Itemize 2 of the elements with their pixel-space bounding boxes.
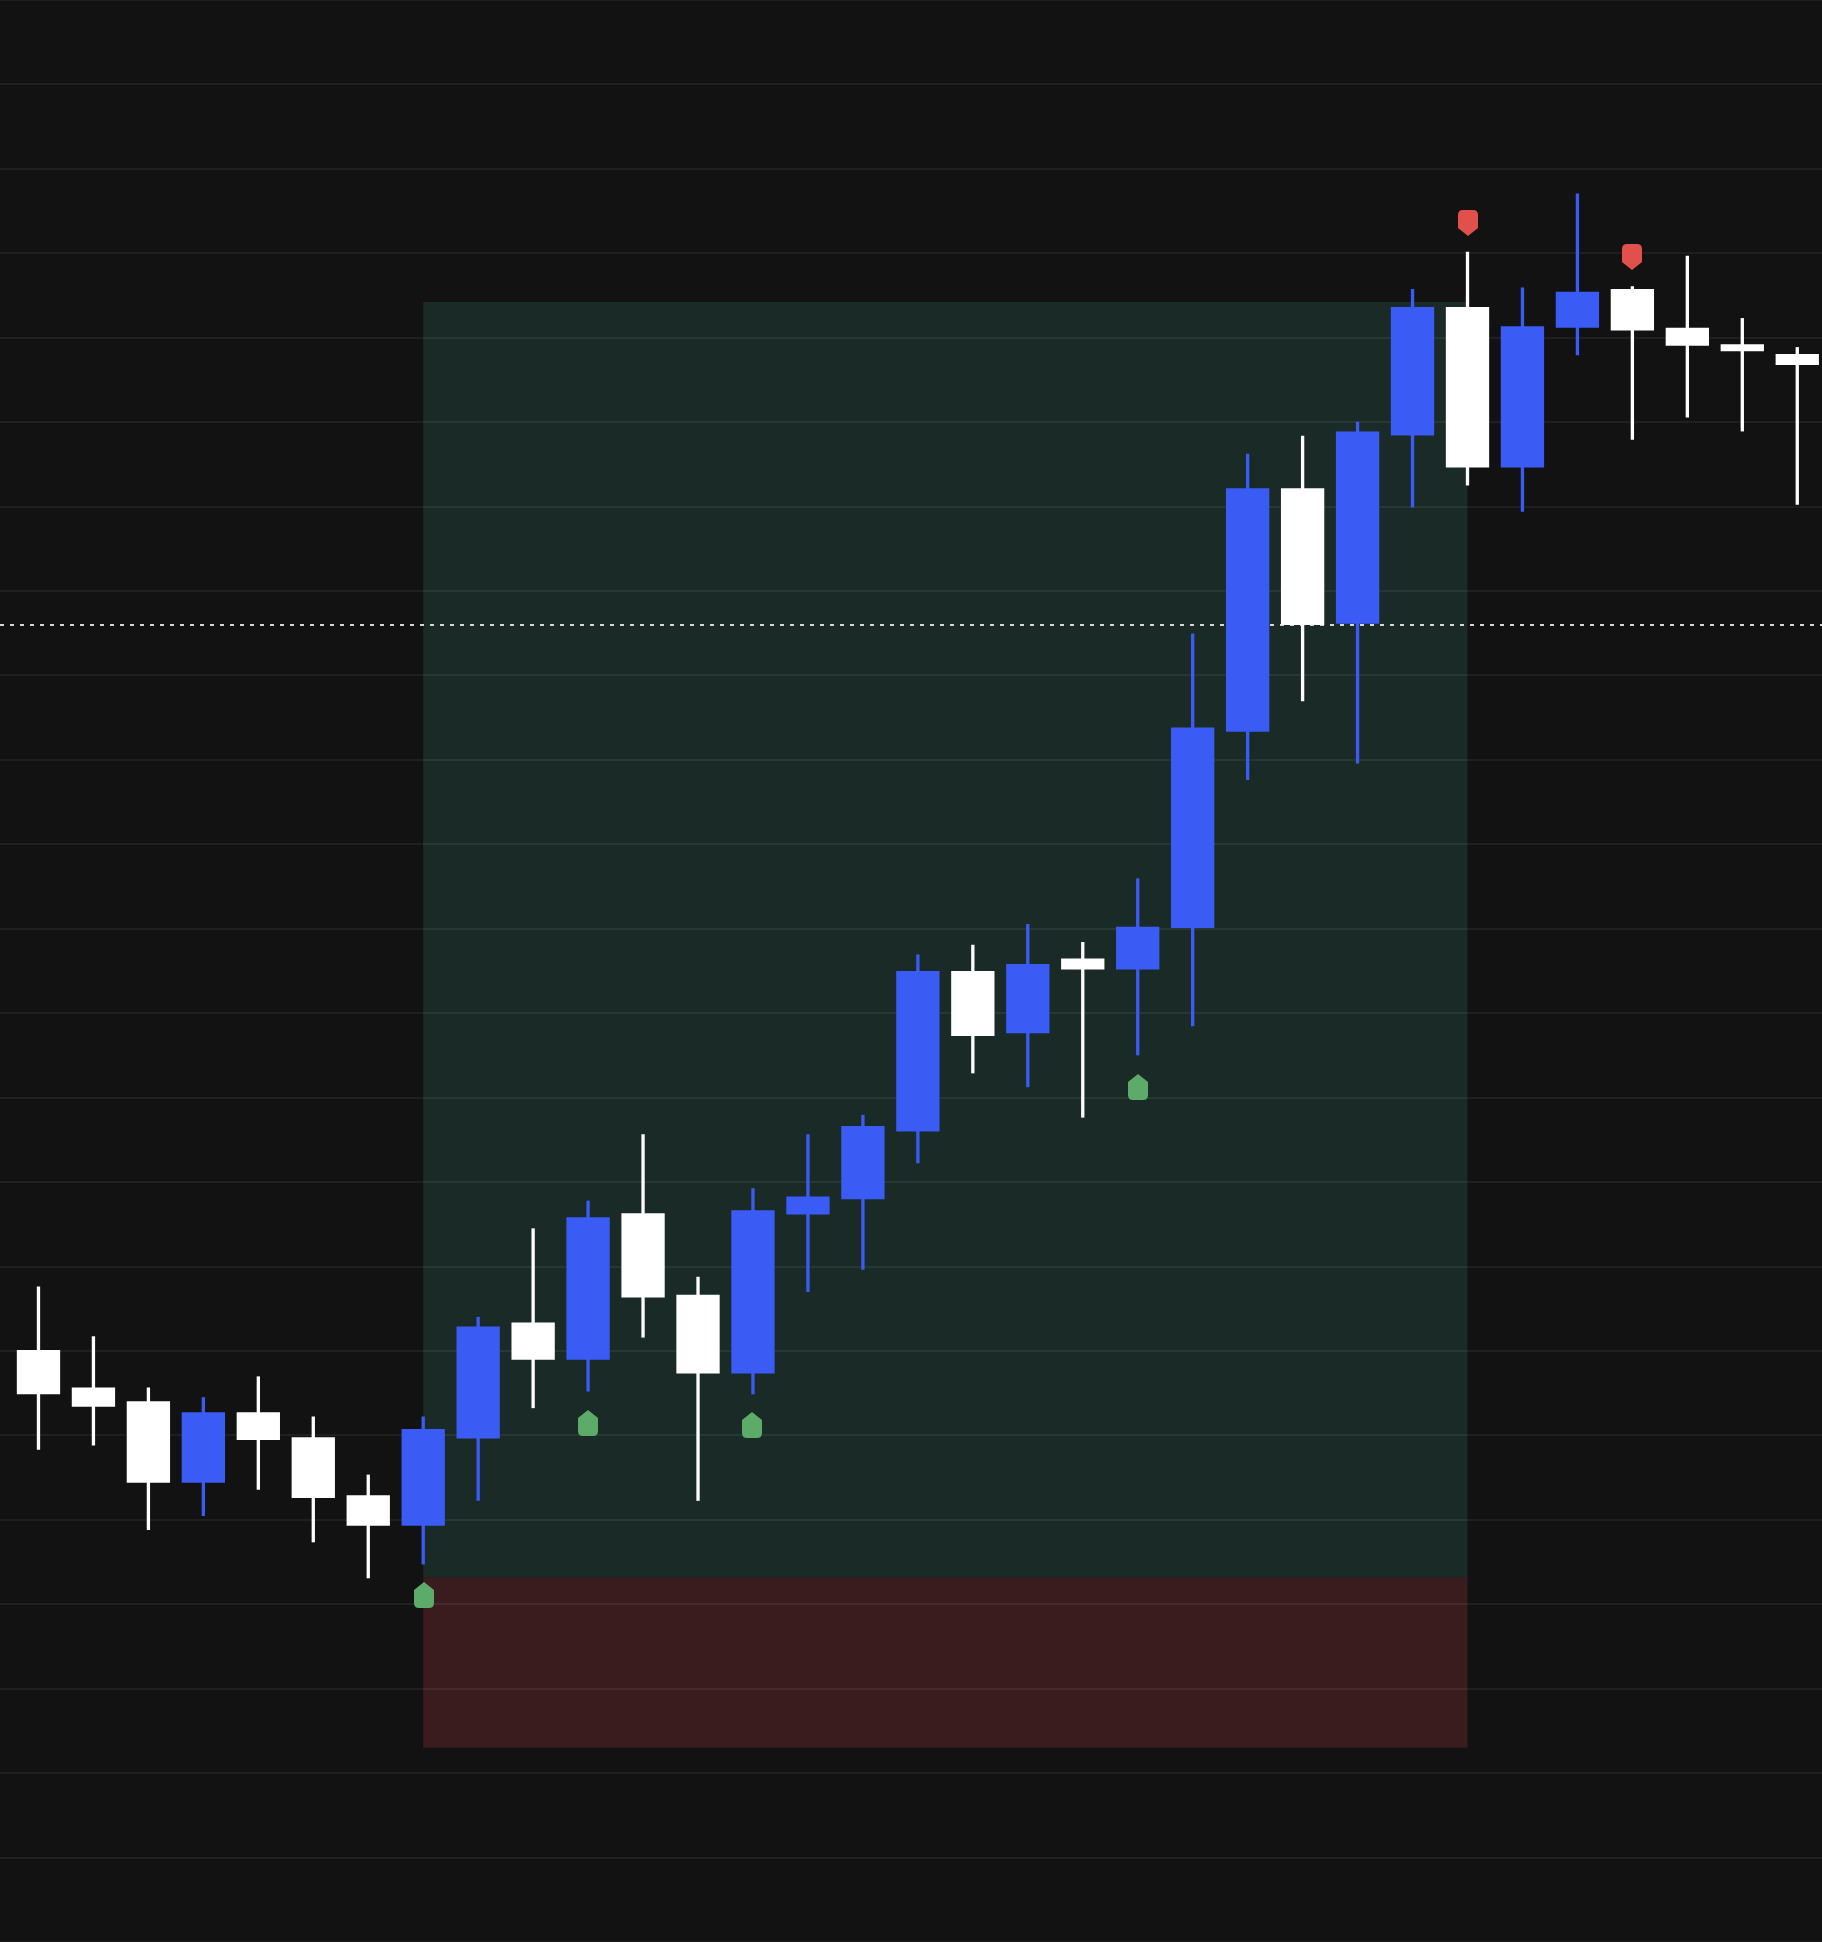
candlestick — [786, 1134, 830, 1292]
candlestick — [511, 1228, 555, 1409]
